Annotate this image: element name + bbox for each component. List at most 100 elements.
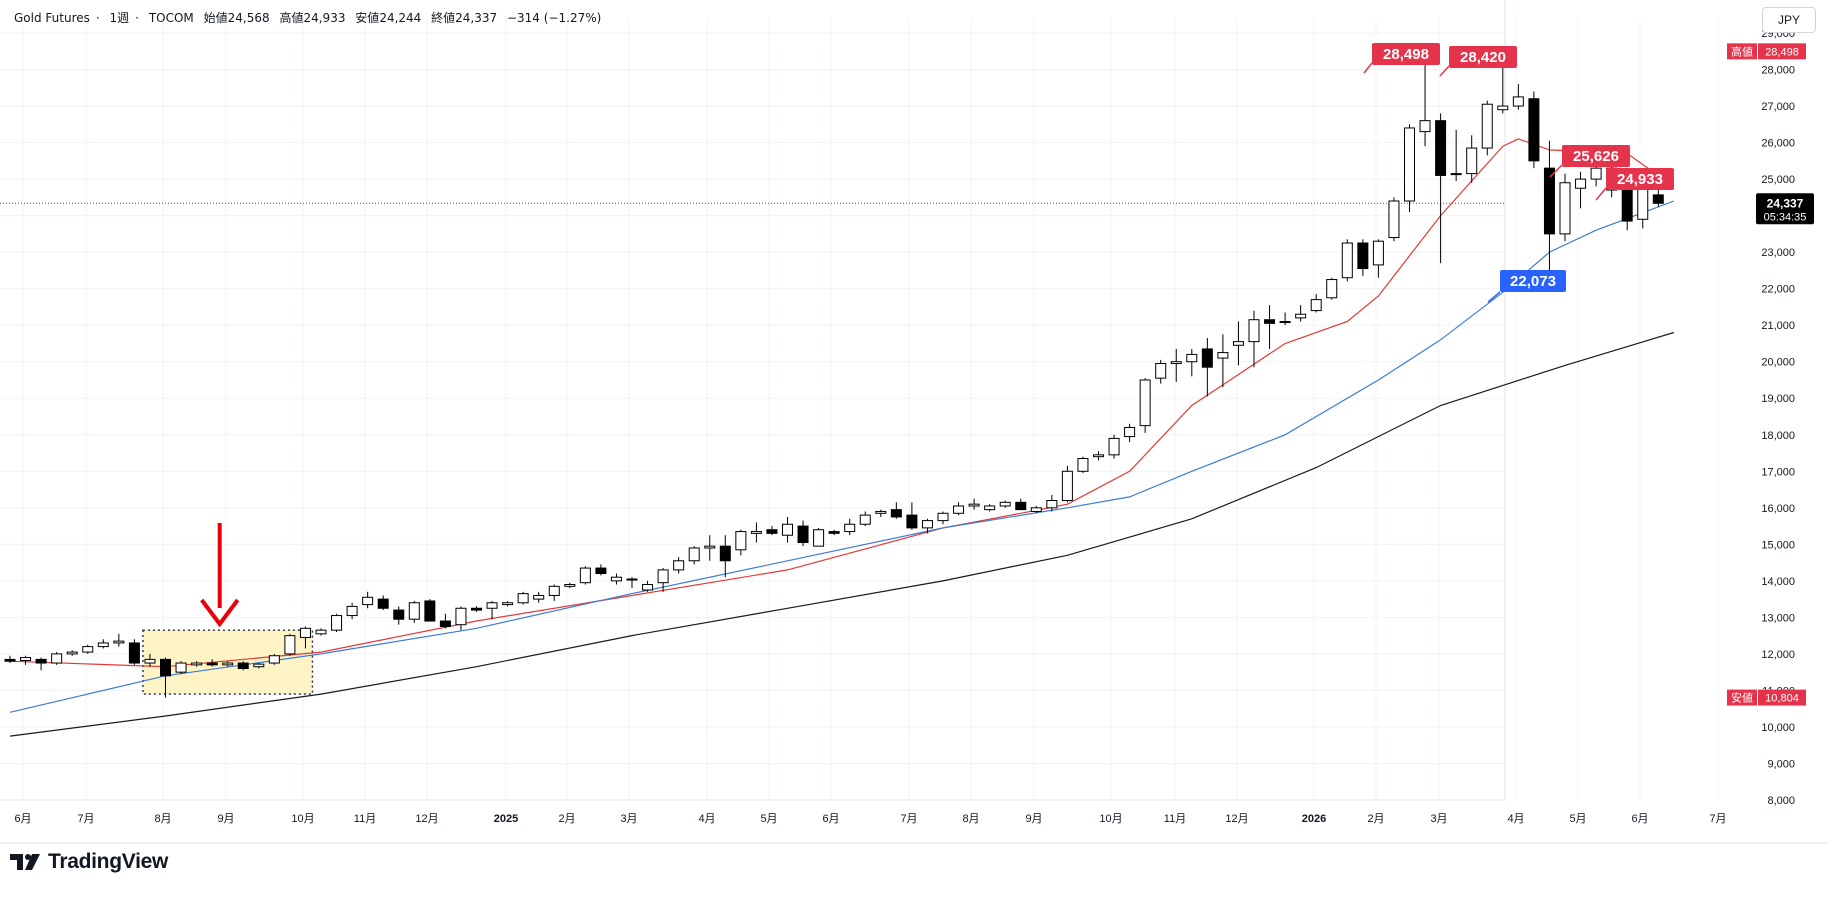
time-tick-label: 11月 [1164, 813, 1186, 825]
time-tick-label: 3月 [1430, 813, 1447, 825]
candle-body [175, 662, 187, 673]
candle-body [610, 576, 622, 582]
candle [408, 600, 420, 623]
candle-body [160, 658, 171, 677]
candle-body [984, 505, 996, 511]
candle [984, 504, 996, 512]
candle [657, 568, 669, 592]
countdown-timer: 05:34:35 [1764, 211, 1807, 223]
candle [1372, 239, 1384, 278]
candle-body [1528, 98, 1540, 162]
time-tick-label: 9月 [217, 813, 234, 825]
grid-lines [0, 0, 1829, 844]
time-tick-label: 2月 [558, 813, 575, 825]
time-tick-label: 4月 [1507, 813, 1524, 825]
low-tag-label-box [1727, 689, 1757, 706]
candle-body [1217, 352, 1229, 359]
callout-pointer [1549, 164, 1563, 178]
candle-body [1061, 470, 1073, 502]
candle-body [299, 627, 311, 638]
candle-body [1326, 279, 1338, 299]
candle-body [1264, 319, 1276, 324]
candle-body [144, 658, 156, 664]
tradingview-logo[interactable]: TradingView [10, 850, 168, 874]
candle-body [642, 584, 654, 591]
callout-pointer [1595, 187, 1607, 201]
candle-body [1621, 189, 1633, 222]
candle [1201, 337, 1213, 397]
candle-body [1419, 120, 1431, 133]
candle-body [222, 662, 234, 666]
candle [797, 520, 809, 547]
candle [1030, 505, 1042, 514]
candle-body [1357, 242, 1369, 270]
price-tick-label: 18,000 [1761, 430, 1795, 442]
callout-pointer [1439, 65, 1450, 77]
candle [517, 591, 529, 605]
candle-body [237, 662, 249, 670]
candle-body [1155, 363, 1167, 379]
callout-pointer [1363, 62, 1373, 74]
candle-body [1108, 437, 1120, 456]
time-tick-label: 3月 [620, 813, 637, 825]
candle [502, 600, 514, 607]
candle-body [673, 560, 685, 571]
symbol-name[interactable]: Gold Futures [14, 11, 90, 25]
candle [953, 502, 965, 516]
low-tag-label: 安値 [1731, 691, 1753, 705]
candle-body [1590, 167, 1602, 180]
candle [673, 557, 685, 574]
candle [1061, 465, 1073, 503]
close-label: 終値 [431, 11, 456, 25]
candle [82, 644, 94, 654]
candle-body [1046, 500, 1058, 509]
candle [1232, 321, 1244, 366]
candle [642, 580, 654, 592]
candle [750, 522, 762, 543]
arrow-head [200, 598, 240, 628]
price-tick-label: 28,000 [1761, 65, 1795, 77]
candle-body [1512, 96, 1524, 107]
high-tag-label-box [1727, 43, 1757, 60]
candle-body [471, 607, 482, 611]
candle [1481, 100, 1493, 156]
candle-body [797, 525, 809, 544]
candle-body [890, 509, 902, 518]
price-tick-label: 22,000 [1761, 284, 1795, 296]
candle-body [517, 593, 529, 604]
candle [346, 602, 358, 620]
candle [626, 577, 638, 589]
price-axis: 29,00028,00027,00026,00025,00024,00023,0… [1761, 28, 1795, 807]
price-callout: 22,073 [1487, 270, 1566, 303]
candle-body [735, 531, 747, 551]
candle-body [1575, 178, 1587, 189]
candle [1124, 423, 1136, 443]
price-tick-label: 13,000 [1761, 612, 1795, 624]
candle [222, 661, 234, 667]
candle-body [1543, 167, 1555, 235]
candle-body [191, 662, 203, 666]
candle [1264, 305, 1276, 349]
currency-button[interactable]: JPY [1762, 7, 1816, 33]
candle [921, 518, 933, 534]
candle-body [393, 609, 405, 620]
candle [844, 518, 856, 536]
candle-body [548, 585, 560, 596]
candle-body [1295, 313, 1307, 319]
callout-label: 28,498 [1383, 46, 1429, 63]
low-tag-value-box [1758, 689, 1806, 706]
candle [35, 657, 47, 671]
candle-body [968, 503, 980, 507]
candle [113, 633, 125, 647]
candle-body [953, 505, 965, 514]
candle [1310, 294, 1322, 313]
candle-body [813, 529, 825, 547]
candle [564, 582, 576, 589]
symbol-legend: Gold Futures · 1週 · TOCOM 始値24,568 高値24,93… [14, 11, 602, 25]
price-tick-label: 26,000 [1761, 138, 1795, 150]
callout-box [1372, 43, 1440, 65]
candle-body [1186, 353, 1198, 363]
